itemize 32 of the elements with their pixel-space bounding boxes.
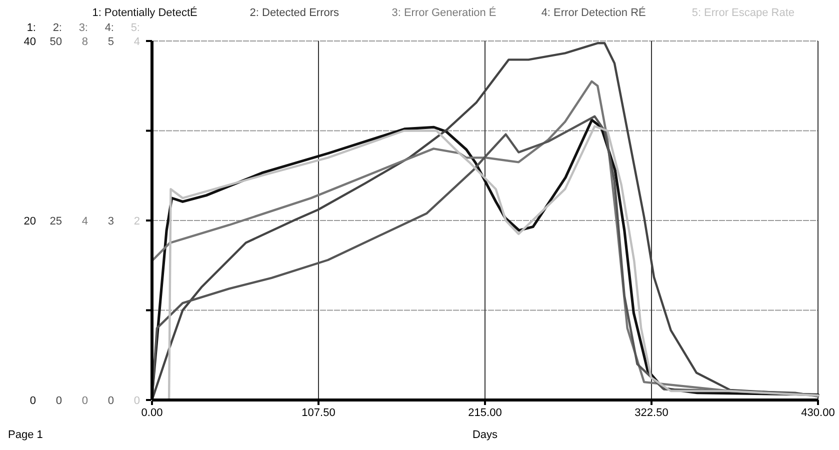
y2-tick-label: 50 xyxy=(50,36,62,48)
y2-tick-label: 2 xyxy=(134,215,140,228)
y2-tick-label: 0 xyxy=(56,394,62,407)
x-tick-label: 215.00 xyxy=(468,407,502,419)
text: 4: Error Detection RÉ xyxy=(541,6,646,19)
y-tick-label: 5 xyxy=(108,36,114,48)
text: 2: Detected Errors xyxy=(250,7,340,19)
x-tick-label: 107.50 xyxy=(302,407,336,419)
y-tick-label: 40 xyxy=(24,36,36,48)
x-axis-title: Days xyxy=(472,429,498,441)
y3-tick-label: 4 xyxy=(82,215,88,228)
text: 4: xyxy=(104,22,114,34)
text: Page 1 xyxy=(8,429,43,441)
x-tick-label: 0.00 xyxy=(141,407,163,419)
text: 3: Error Generation É xyxy=(392,6,496,19)
text: 5: xyxy=(130,22,140,34)
text: 2: xyxy=(52,22,62,34)
x-tick-label: 322.50 xyxy=(634,407,668,419)
y-tick-label: 3 xyxy=(108,215,114,228)
text: 5: Error Escape Rate xyxy=(692,7,795,19)
text: 3: xyxy=(78,22,88,34)
y3-tick-label: 0 xyxy=(82,394,88,407)
y-tick-label: 20 xyxy=(24,215,36,228)
y2-tick-label: 4 xyxy=(134,36,140,48)
x-tick-label: 430.00 xyxy=(801,407,835,419)
text: 1: Potentially DetectÉ xyxy=(92,6,198,19)
y3-tick-label: 8 xyxy=(82,36,88,48)
y-tick-label: 0 xyxy=(30,394,36,407)
y2-tick-label: 25 xyxy=(50,215,62,228)
text: 1: xyxy=(26,22,36,34)
y-tick-label: 0 xyxy=(108,394,114,407)
y2-tick-label: 0 xyxy=(134,394,140,407)
